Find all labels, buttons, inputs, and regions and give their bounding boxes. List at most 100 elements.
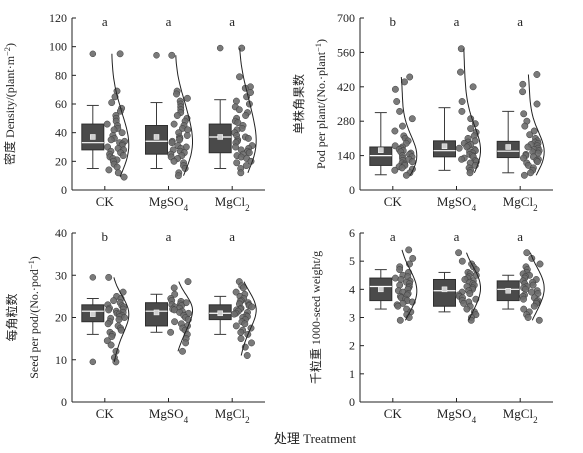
data-point xyxy=(103,120,111,128)
significance-letter: a xyxy=(390,229,396,244)
data-point xyxy=(184,278,192,286)
data-point xyxy=(466,290,474,298)
data-point xyxy=(173,112,181,119)
data-point xyxy=(104,320,112,328)
data-point xyxy=(405,246,413,254)
data-point xyxy=(170,157,178,165)
x-tick-label: CK xyxy=(96,406,115,421)
y-tick-label: 0 xyxy=(349,395,355,409)
y-tick-label: 30 xyxy=(55,268,67,282)
data-point xyxy=(232,97,240,105)
data-point xyxy=(533,100,541,108)
box xyxy=(145,125,168,155)
data-point xyxy=(530,127,538,135)
series-1: MgSO4 a xyxy=(433,229,481,425)
data-point xyxy=(399,122,406,130)
y-axis-label: 千粒重 1000-seed weight/g xyxy=(308,251,323,384)
y-tick-label: 6 xyxy=(349,226,355,240)
data-point xyxy=(119,152,127,160)
data-point xyxy=(526,131,534,139)
data-point xyxy=(232,288,240,296)
data-point xyxy=(230,310,238,318)
series-1: MgSO4 a xyxy=(433,14,481,213)
data-point xyxy=(105,166,113,174)
y-tick-label: 5 xyxy=(349,254,355,268)
y-axis-label-cn: 每角粒数 xyxy=(4,293,19,341)
x-tick-label: MgSO4 xyxy=(149,194,189,213)
data-point xyxy=(522,285,529,293)
data-point xyxy=(458,257,466,265)
x-tick-label: MgCl2 xyxy=(503,194,538,213)
panel-top-left: 0 20 40 60 80 100 120 密度 Density/(plant·m−2) CK a… xyxy=(2,11,265,213)
data-point xyxy=(112,358,120,366)
data-point xyxy=(466,169,474,177)
data-point xyxy=(402,171,410,179)
y-tick-label: 120 xyxy=(49,11,67,25)
x-tick-label: MgCl2 xyxy=(503,406,538,425)
data-point xyxy=(171,318,179,326)
data-point xyxy=(107,136,115,144)
data-point xyxy=(528,288,535,296)
data-point xyxy=(167,328,175,336)
data-point xyxy=(241,320,249,328)
series-1: MgSO4 a xyxy=(145,229,193,425)
data-point xyxy=(171,290,179,298)
data-point xyxy=(467,125,475,133)
mean-marker xyxy=(505,144,511,150)
data-point xyxy=(391,274,399,282)
data-point xyxy=(173,90,180,98)
data-point xyxy=(408,158,416,166)
data-point xyxy=(184,126,192,134)
mean-marker xyxy=(217,134,223,140)
data-point xyxy=(174,172,182,180)
data-point xyxy=(235,106,243,114)
y-tick-label: 20 xyxy=(55,154,67,168)
y-axis-label: Pod per plant/(No.·plant−1) xyxy=(314,39,329,169)
data-point xyxy=(236,73,243,81)
density-curve xyxy=(466,252,481,321)
y-tick-label: 280 xyxy=(337,114,355,128)
data-point xyxy=(396,107,404,115)
mean-marker xyxy=(90,311,96,317)
y-tick-label: 0 xyxy=(349,183,355,197)
data-point xyxy=(394,302,402,310)
data-point xyxy=(170,284,178,292)
data-point xyxy=(182,339,190,347)
data-point xyxy=(530,302,538,310)
data-point xyxy=(170,120,178,128)
data-point xyxy=(521,122,529,130)
y-tick-label: 700 xyxy=(337,11,355,25)
mean-marker xyxy=(153,134,160,140)
data-point xyxy=(457,68,464,76)
data-point xyxy=(406,73,414,81)
data-point xyxy=(168,139,176,147)
shared-x-label: 处理 Treatment xyxy=(274,431,357,446)
data-point xyxy=(107,341,115,349)
data-point xyxy=(113,163,121,171)
density-curve xyxy=(177,281,193,352)
series-1: MgSO4 a xyxy=(145,14,193,213)
data-point xyxy=(110,297,118,305)
x-tick-label: MgCl2 xyxy=(215,406,250,425)
data-point xyxy=(455,144,463,152)
data-point xyxy=(519,80,527,88)
series-2: MgCl2 a xyxy=(496,229,545,425)
significance-letter: a xyxy=(229,14,235,29)
y-tick-label: 100 xyxy=(49,40,67,54)
data-point xyxy=(179,347,186,355)
density-curve xyxy=(463,48,481,174)
data-point xyxy=(245,149,253,157)
data-point xyxy=(391,85,399,93)
data-point xyxy=(183,132,191,139)
mean-marker xyxy=(441,286,448,293)
significance-letter: a xyxy=(517,14,523,29)
box xyxy=(369,146,393,166)
data-point xyxy=(536,260,544,268)
y-tick-label: 2 xyxy=(349,339,355,353)
data-point xyxy=(248,303,256,311)
mean-marker xyxy=(90,134,96,140)
data-point xyxy=(103,337,111,345)
data-point xyxy=(110,126,118,134)
x-tick-label: CK xyxy=(384,194,403,209)
